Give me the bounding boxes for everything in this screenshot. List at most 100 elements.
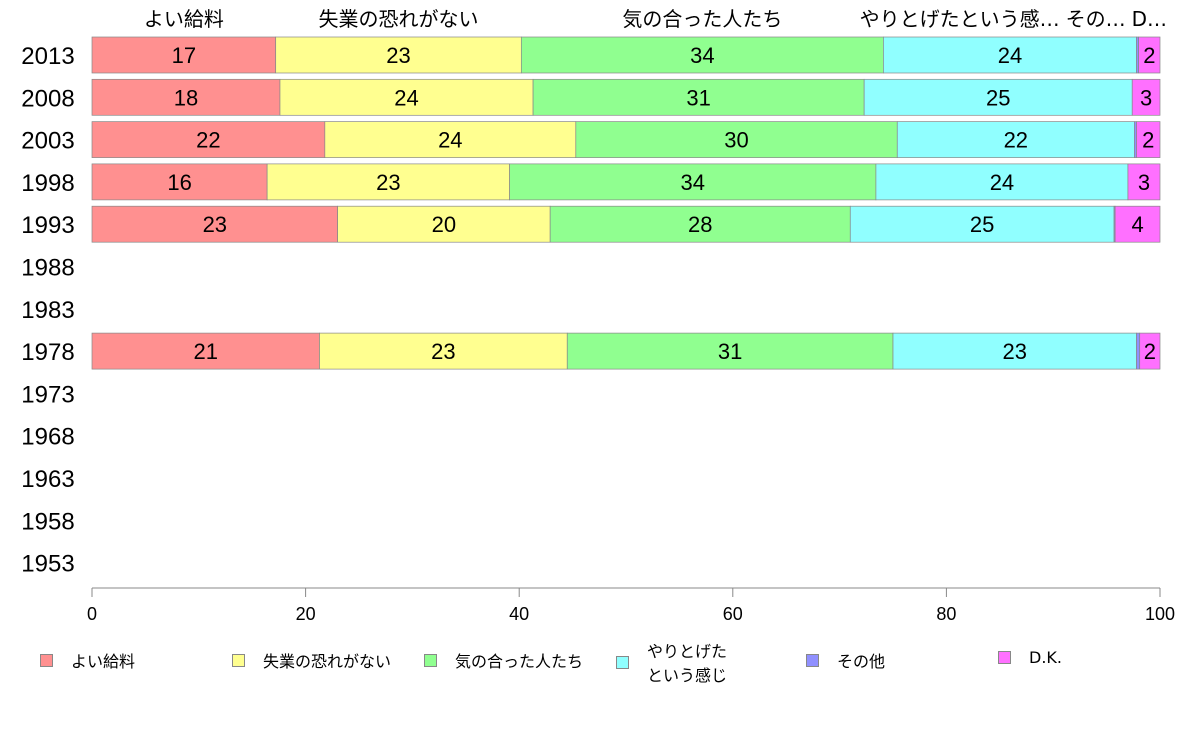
bar-segment	[91, 205, 338, 243]
y-tick-label: 1953	[21, 551, 74, 578]
bar-segment	[549, 205, 851, 243]
data-label: 23	[431, 339, 455, 364]
legend-label: よい給料	[71, 652, 136, 671]
x-tick-label: 100	[1145, 604, 1175, 624]
y-tick-label: 1998	[21, 170, 74, 197]
bar-segment	[91, 332, 320, 370]
legend-label: やりとげたという感じ	[647, 638, 727, 686]
bar-segment	[520, 36, 884, 74]
bar-segment	[566, 332, 894, 370]
legend-item: D.K.	[998, 648, 1062, 667]
data-label: 17	[172, 43, 196, 68]
x-tick-label: 40	[509, 604, 529, 624]
x-tick-label: 60	[723, 604, 743, 624]
y-tick-label: 1983	[21, 297, 74, 324]
data-label: 23	[376, 170, 400, 195]
legend-swatch	[806, 653, 819, 667]
data-label: 16	[167, 170, 191, 195]
data-label: 23	[1003, 339, 1027, 364]
bar-segment	[91, 78, 281, 116]
data-label: 22	[196, 128, 220, 153]
data-label: 28	[688, 212, 712, 237]
legend-label-line: やりとげた	[647, 642, 728, 661]
series-header: 気の合った人たち	[622, 7, 782, 31]
y-tick-label: 1973	[21, 381, 74, 408]
legend-label-line: という感じ	[647, 666, 728, 685]
data-label: 30	[724, 128, 748, 153]
x-tick-label: 80	[936, 604, 956, 624]
bar-segment	[337, 205, 551, 243]
legend-swatch	[40, 653, 53, 667]
series-header: よい給料	[144, 7, 224, 31]
bar-segment	[91, 163, 268, 201]
data-label: 25	[986, 85, 1010, 110]
bar-segment	[1127, 163, 1161, 201]
bar-segment	[875, 163, 1129, 201]
legend-item: その他	[806, 648, 885, 672]
bar-segment	[91, 121, 326, 158]
legend-item: 失業の恐れがない	[232, 648, 391, 672]
bar-segment	[1139, 332, 1161, 370]
y-tick-label: 1988	[21, 255, 74, 282]
bar-segment	[849, 205, 1115, 243]
data-label: 2	[1144, 339, 1156, 364]
data-label: 22	[1004, 128, 1028, 153]
series-header: やりとげたという感…	[860, 7, 1060, 31]
legend-label: その他	[837, 652, 886, 671]
bar-segment	[91, 36, 277, 74]
y-tick-label: 1963	[21, 466, 74, 493]
data-label: 4	[1131, 212, 1143, 237]
data-label: 23	[386, 43, 410, 68]
data-label: 34	[690, 43, 714, 68]
bar-segment	[275, 36, 522, 74]
data-label: 24	[990, 170, 1014, 195]
data-label: 31	[686, 85, 710, 110]
y-tick-label: 1968	[21, 424, 74, 451]
bar-segment	[1138, 36, 1161, 74]
y-tick-label: 2003	[21, 128, 74, 155]
data-label: 3	[1140, 85, 1152, 110]
bar-segment	[279, 78, 534, 116]
bar-segment	[319, 332, 568, 370]
y-tick-label: 2013	[21, 43, 74, 70]
y-tick-label: 1993	[21, 212, 74, 239]
data-label: 2	[1142, 128, 1154, 153]
legend-item: 気の合った人たち	[424, 648, 583, 672]
data-label: 18	[174, 85, 198, 110]
bar-segment	[1136, 332, 1141, 370]
bar-segment	[575, 121, 898, 158]
data-label: 24	[998, 43, 1022, 68]
bar-segment	[892, 332, 1137, 370]
series-header: D…	[1132, 7, 1167, 31]
bar-segment	[532, 78, 865, 116]
data-label: 2	[1143, 43, 1155, 68]
bar-segment	[1136, 121, 1161, 158]
legend-swatch	[232, 653, 245, 667]
series-header: 失業の恐れがない	[319, 7, 479, 31]
data-label: 24	[394, 85, 418, 110]
legend-label: D.K.	[1029, 648, 1062, 667]
bar-segment	[863, 78, 1133, 116]
data-label: 34	[681, 170, 705, 195]
bar-segment	[509, 163, 877, 201]
data-label: 25	[970, 212, 994, 237]
legend-item: よい給料	[40, 648, 135, 672]
data-label: 3	[1138, 170, 1150, 195]
legend-label: 失業の恐れがない	[263, 652, 392, 671]
x-tick-label: 20	[296, 604, 316, 624]
y-tick-label: 1958	[21, 508, 74, 535]
bar-segment	[1114, 205, 1161, 243]
legend-swatch	[998, 651, 1011, 664]
bar-segment	[324, 121, 577, 158]
data-label: 23	[203, 212, 227, 237]
bar-segment	[883, 36, 1137, 74]
data-label: 31	[718, 339, 742, 364]
data-label: 24	[438, 128, 462, 153]
y-tick-label: 1978	[21, 339, 74, 366]
legend-label: 気の合った人たち	[455, 652, 584, 671]
legend-swatch	[424, 653, 437, 667]
data-label: 21	[193, 339, 217, 364]
y-tick-label: 2008	[21, 85, 74, 112]
